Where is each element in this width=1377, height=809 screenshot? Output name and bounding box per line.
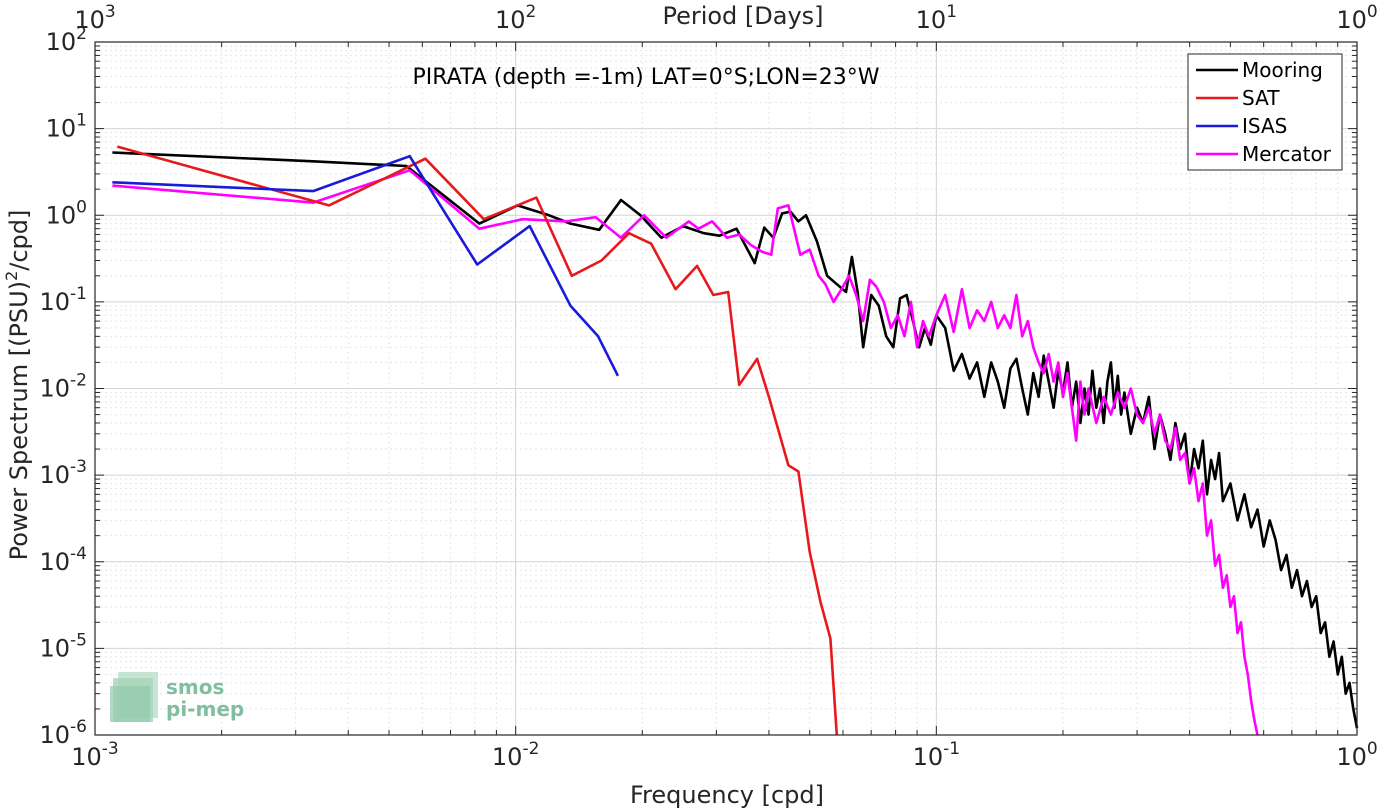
legend-label-sat: SAT (1242, 86, 1280, 110)
legend-label-mooring: Mooring (1242, 58, 1323, 82)
y-tick-label: 101 (46, 111, 87, 143)
y-tick-label: 102 (46, 24, 87, 56)
y-axis-label-sup: 2 (2, 271, 21, 281)
chart-title: PIRATA (depth =-1m) LAT=0°S;LON=23°W (412, 65, 879, 90)
y-tick-label: 100 (46, 197, 87, 229)
y-tick-label: 10-5 (40, 630, 88, 662)
x-axis-label: Frequency [cpd] (630, 781, 824, 809)
y-tick-label: 10-1 (40, 284, 88, 316)
logo-text-line1: smos (166, 675, 224, 699)
x-tick-label: 10-3 (71, 739, 119, 771)
y-tick-label: 10-3 (40, 457, 88, 489)
top-axis-label: Period [Days] (662, 2, 823, 30)
x-tick-label: 100 (1336, 739, 1377, 771)
y-axis-label-tail: /cpd] (5, 210, 33, 271)
y-tick-label: 10-4 (40, 544, 88, 576)
smos-pi-mep-logo: smos pi-mep (110, 672, 244, 722)
logo-text-line2: pi-mep (166, 697, 244, 721)
series-line-mercator (112, 169, 1259, 736)
grid (94, 41, 1358, 736)
x-tick-label: 10-2 (492, 739, 540, 771)
axes (94, 41, 1358, 736)
series-line-isas (112, 154, 620, 377)
top-tick-label: 102 (495, 2, 536, 34)
top-tick-label: 100 (1336, 2, 1377, 34)
top-tick-label: 103 (74, 2, 115, 34)
legend: Mooring SAT ISAS Mercator (1187, 53, 1343, 171)
series-layer (112, 145, 1359, 736)
legend-box (1187, 53, 1343, 171)
y-tick-label: 10-2 (40, 371, 88, 403)
series-line-mooring (112, 151, 1359, 729)
top-tick-label: 101 (916, 2, 957, 34)
legend-label-mercator: Mercator (1242, 142, 1332, 166)
logo-mark-layer-3 (110, 686, 150, 722)
legend-label-isas: ISAS (1242, 114, 1287, 138)
y-tick-label: 10-6 (40, 717, 88, 749)
series-line-sat (116, 145, 839, 736)
x-tick-label: 10-1 (913, 739, 961, 771)
y-axis-label-main: Power Spectrum [(PSU) (5, 281, 33, 560)
y-axis-label: Power Spectrum [(PSU)2/cpd] (2, 210, 33, 561)
